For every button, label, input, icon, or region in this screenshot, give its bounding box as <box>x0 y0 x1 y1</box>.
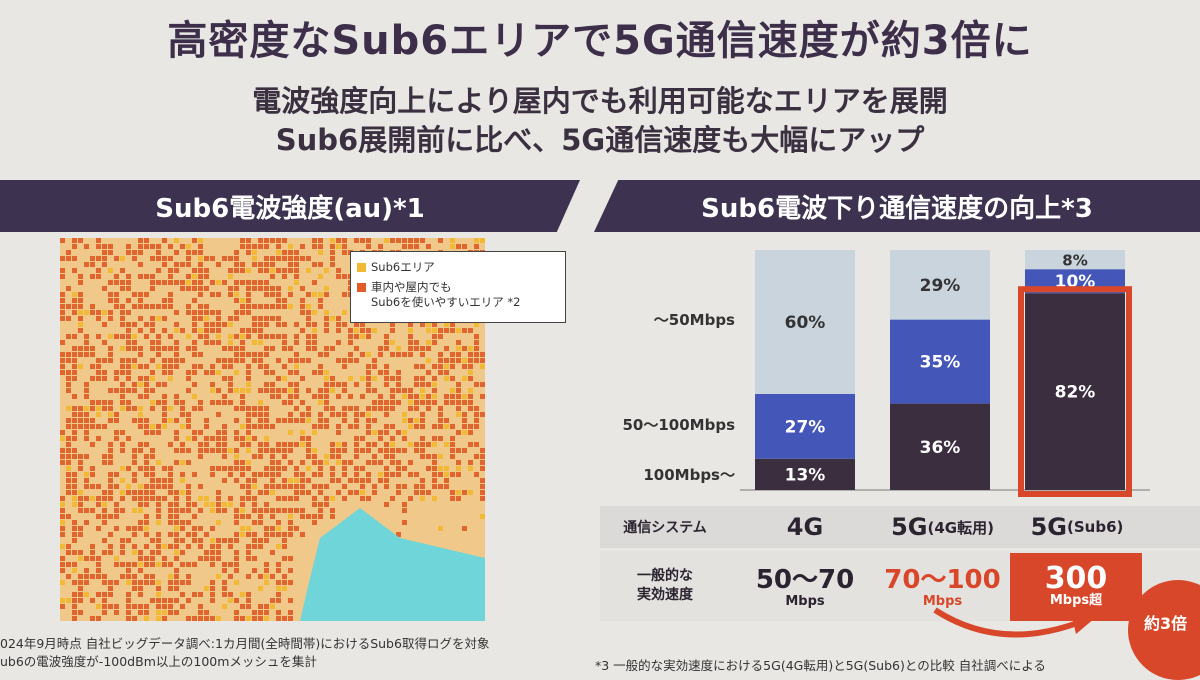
label-system: 通信システム <box>623 520 707 536</box>
label-speed-line2: 実効速度 <box>637 587 693 603</box>
system-5g-4g: 5G (4G転用) <box>875 506 1010 548</box>
legend-label-line1: 車内や屋内でも <box>371 280 452 294</box>
table-row-system-bg <box>600 506 1200 548</box>
data-label: 60% <box>785 313 826 333</box>
row-label: 50〜100Mbps <box>622 416 735 434</box>
label-speed: 一般的な 実効速度 <box>600 560 730 612</box>
speed-5g-sub6: 300 Mbps超 <box>1010 558 1142 616</box>
left-banner-text: Sub6電波強度(au)*1 <box>155 193 425 224</box>
bar-segment <box>890 319 990 404</box>
legend-swatch-red <box>357 283 366 292</box>
data-label: 36% <box>920 438 961 458</box>
system-5g-sub6: 5G (Sub6) <box>1012 506 1142 548</box>
legend-item-sub6-area: Sub6エリア <box>351 260 565 275</box>
speed-unit: Mbps <box>785 594 825 609</box>
data-label: 82% <box>1055 383 1096 403</box>
system-sub: (Sub6) <box>1067 518 1124 536</box>
speed-value: 50〜70 <box>755 565 855 595</box>
bar-segment <box>755 394 855 459</box>
page-title: 高密度なSub6エリアで5G通信速度が約3倍に <box>167 18 1033 64</box>
row-label: 100Mbps〜 <box>643 466 735 484</box>
bay-water <box>300 508 485 621</box>
speed-5g-4g: 70〜100 Mbps <box>875 560 1010 616</box>
legend-label-line2: Sub6を使いやすいエリア *2 <box>371 295 521 309</box>
bar-segment <box>1025 250 1125 270</box>
speed-unit: Mbps超 <box>1049 593 1103 608</box>
right-panel-banner: Sub6電波下り通信速度の向上*3 <box>594 180 1200 232</box>
speed-highlight-box <box>1010 553 1142 621</box>
right-banner-text: Sub6電波下り通信速度の向上*3 <box>701 193 1093 224</box>
speed-value: 70〜100 <box>884 565 1001 595</box>
system-4g: 4G <box>740 506 870 548</box>
data-label: 27% <box>785 417 826 437</box>
bar-segment <box>890 250 990 320</box>
subtitle-line-2: Sub6展開前に比べ、5G通信速度も大幅にアップ <box>275 123 925 157</box>
legend-label: 車内や屋内でも Sub6を使いやすいエリア *2 <box>371 280 520 310</box>
left-panel-banner: Sub6電波強度(au)*1 <box>0 180 580 232</box>
bar-segment <box>755 250 855 394</box>
bar-segment <box>755 458 855 490</box>
ratio-text: 約3倍 <box>1144 614 1188 633</box>
highlight-frame <box>1018 286 1132 498</box>
legend-swatch-yellow <box>357 263 366 272</box>
data-label: 13% <box>785 465 826 485</box>
map-note-line-2: ub6の電波強度が-100dBm以上の100mメッシュを集計 <box>0 654 317 669</box>
coverage-cells <box>60 238 485 621</box>
right-footnote: *3 一般的な実効速度における5G(4G転用)と5G(Sub6)との比較 自社調… <box>595 658 1046 673</box>
speed-unit: Mbps <box>922 594 963 609</box>
map-legend: Sub6エリア 車内や屋内でも Sub6を使いやすいエリア *2 <box>350 251 566 323</box>
system-main: 5G <box>1030 513 1068 541</box>
system-main: 5G <box>891 513 928 541</box>
legend-item-indoor-area: 車内や屋内でも Sub6を使いやすいエリア *2 <box>351 280 565 310</box>
bar-segment <box>1025 293 1125 490</box>
data-label: 29% <box>920 276 961 296</box>
data-label: 8% <box>1062 252 1087 270</box>
speed-distribution-chart: 〜50Mbps 50〜100Mbps 100Mbps〜 13% 27% 60% 36% 35%… <box>622 250 1150 498</box>
ratio-badge: 約3倍 <box>1128 580 1200 680</box>
speed-value: 300 <box>1044 561 1108 596</box>
system-main: 4G <box>786 513 824 541</box>
speed-4g: 50〜70 Mbps <box>740 560 870 616</box>
legend-label: Sub6エリア <box>371 260 435 274</box>
map-note-line-1: 024年9月時点 自社ビッグデータ調べ:1カ月間(全時間帯)におけるSub6取得… <box>0 636 490 651</box>
comparison-arrow-icon <box>933 607 1095 638</box>
data-label: 35% <box>920 353 961 373</box>
bar-segment <box>890 403 990 490</box>
row-label: 〜50Mbps <box>654 311 735 329</box>
subtitle-line-1: 電波強度向上により屋内でも利用可能なエリアを展開 <box>252 84 948 118</box>
label-speed-line1: 一般的な <box>637 568 693 584</box>
system-sub: (4G転用) <box>927 518 994 537</box>
